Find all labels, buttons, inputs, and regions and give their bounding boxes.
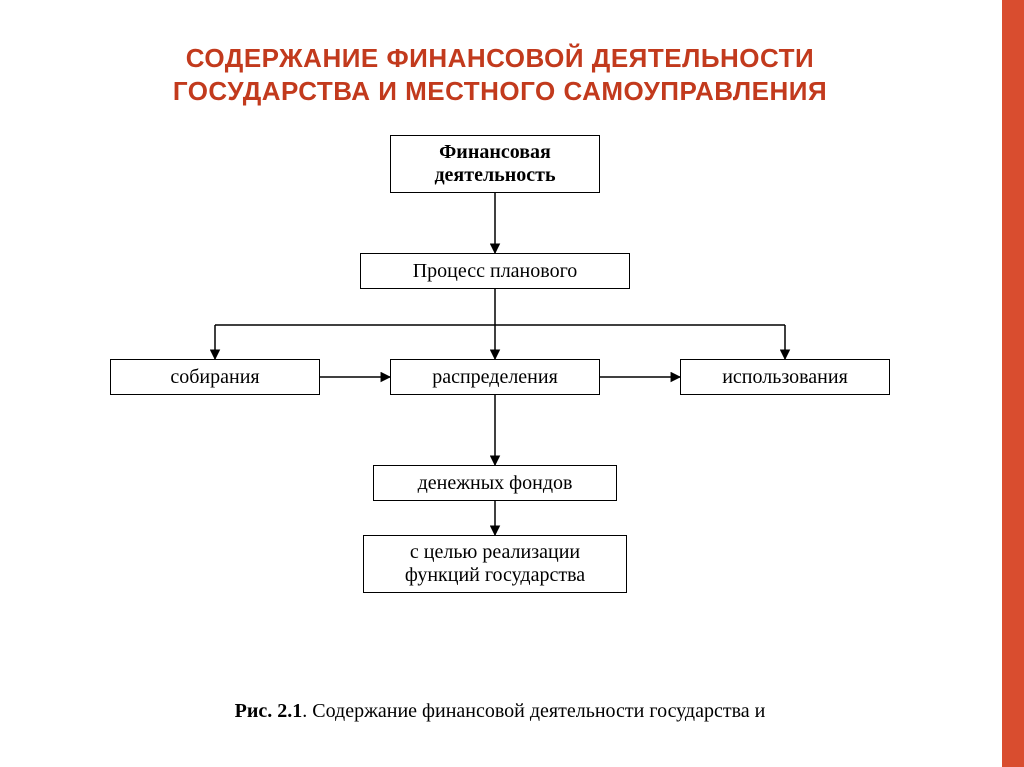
node-state-functions: с целью реализации функций государства — [363, 535, 627, 593]
node-label: денежных фондов — [418, 472, 573, 495]
node-monetary-funds: денежных фондов — [373, 465, 617, 501]
flowchart: Финансовая деятельность Процесс плановог… — [90, 135, 910, 675]
figure-caption: Рис. 2.1. Содержание финансовой деятельн… — [0, 700, 1000, 723]
node-label: Финансовая деятельность — [434, 141, 555, 187]
node-planned-process: Процесс планового — [360, 253, 630, 289]
node-label: собирания — [170, 366, 259, 389]
node-financial-activity: Финансовая деятельность — [390, 135, 600, 193]
node-label: с целью реализации функций государства — [405, 541, 585, 587]
node-label: использования — [722, 366, 848, 389]
page-title: СОДЕРЖАНИЕ ФИНАНСОВОЙ ДЕЯТЕЛЬНОСТИ ГОСУД… — [0, 42, 1000, 107]
title-line-1: СОДЕРЖАНИЕ ФИНАНСОВОЙ ДЕЯТЕЛЬНОСТИ — [186, 43, 814, 73]
node-distribution: распределения — [390, 359, 600, 395]
node-collecting: собирания — [110, 359, 320, 395]
node-label: распределения — [432, 366, 558, 389]
accent-bar — [1002, 0, 1024, 767]
node-label: Процесс планового — [413, 260, 578, 283]
figure-caption-text: . Содержание финансовой деятельности гос… — [302, 700, 765, 722]
title-line-2: ГОСУДАРСТВА И МЕСТНОГО САМОУПРАВЛЕНИЯ — [173, 76, 827, 106]
node-usage: использования — [680, 359, 890, 395]
figure-label: Рис. 2.1 — [235, 700, 303, 722]
flowchart-connectors — [90, 135, 910, 675]
